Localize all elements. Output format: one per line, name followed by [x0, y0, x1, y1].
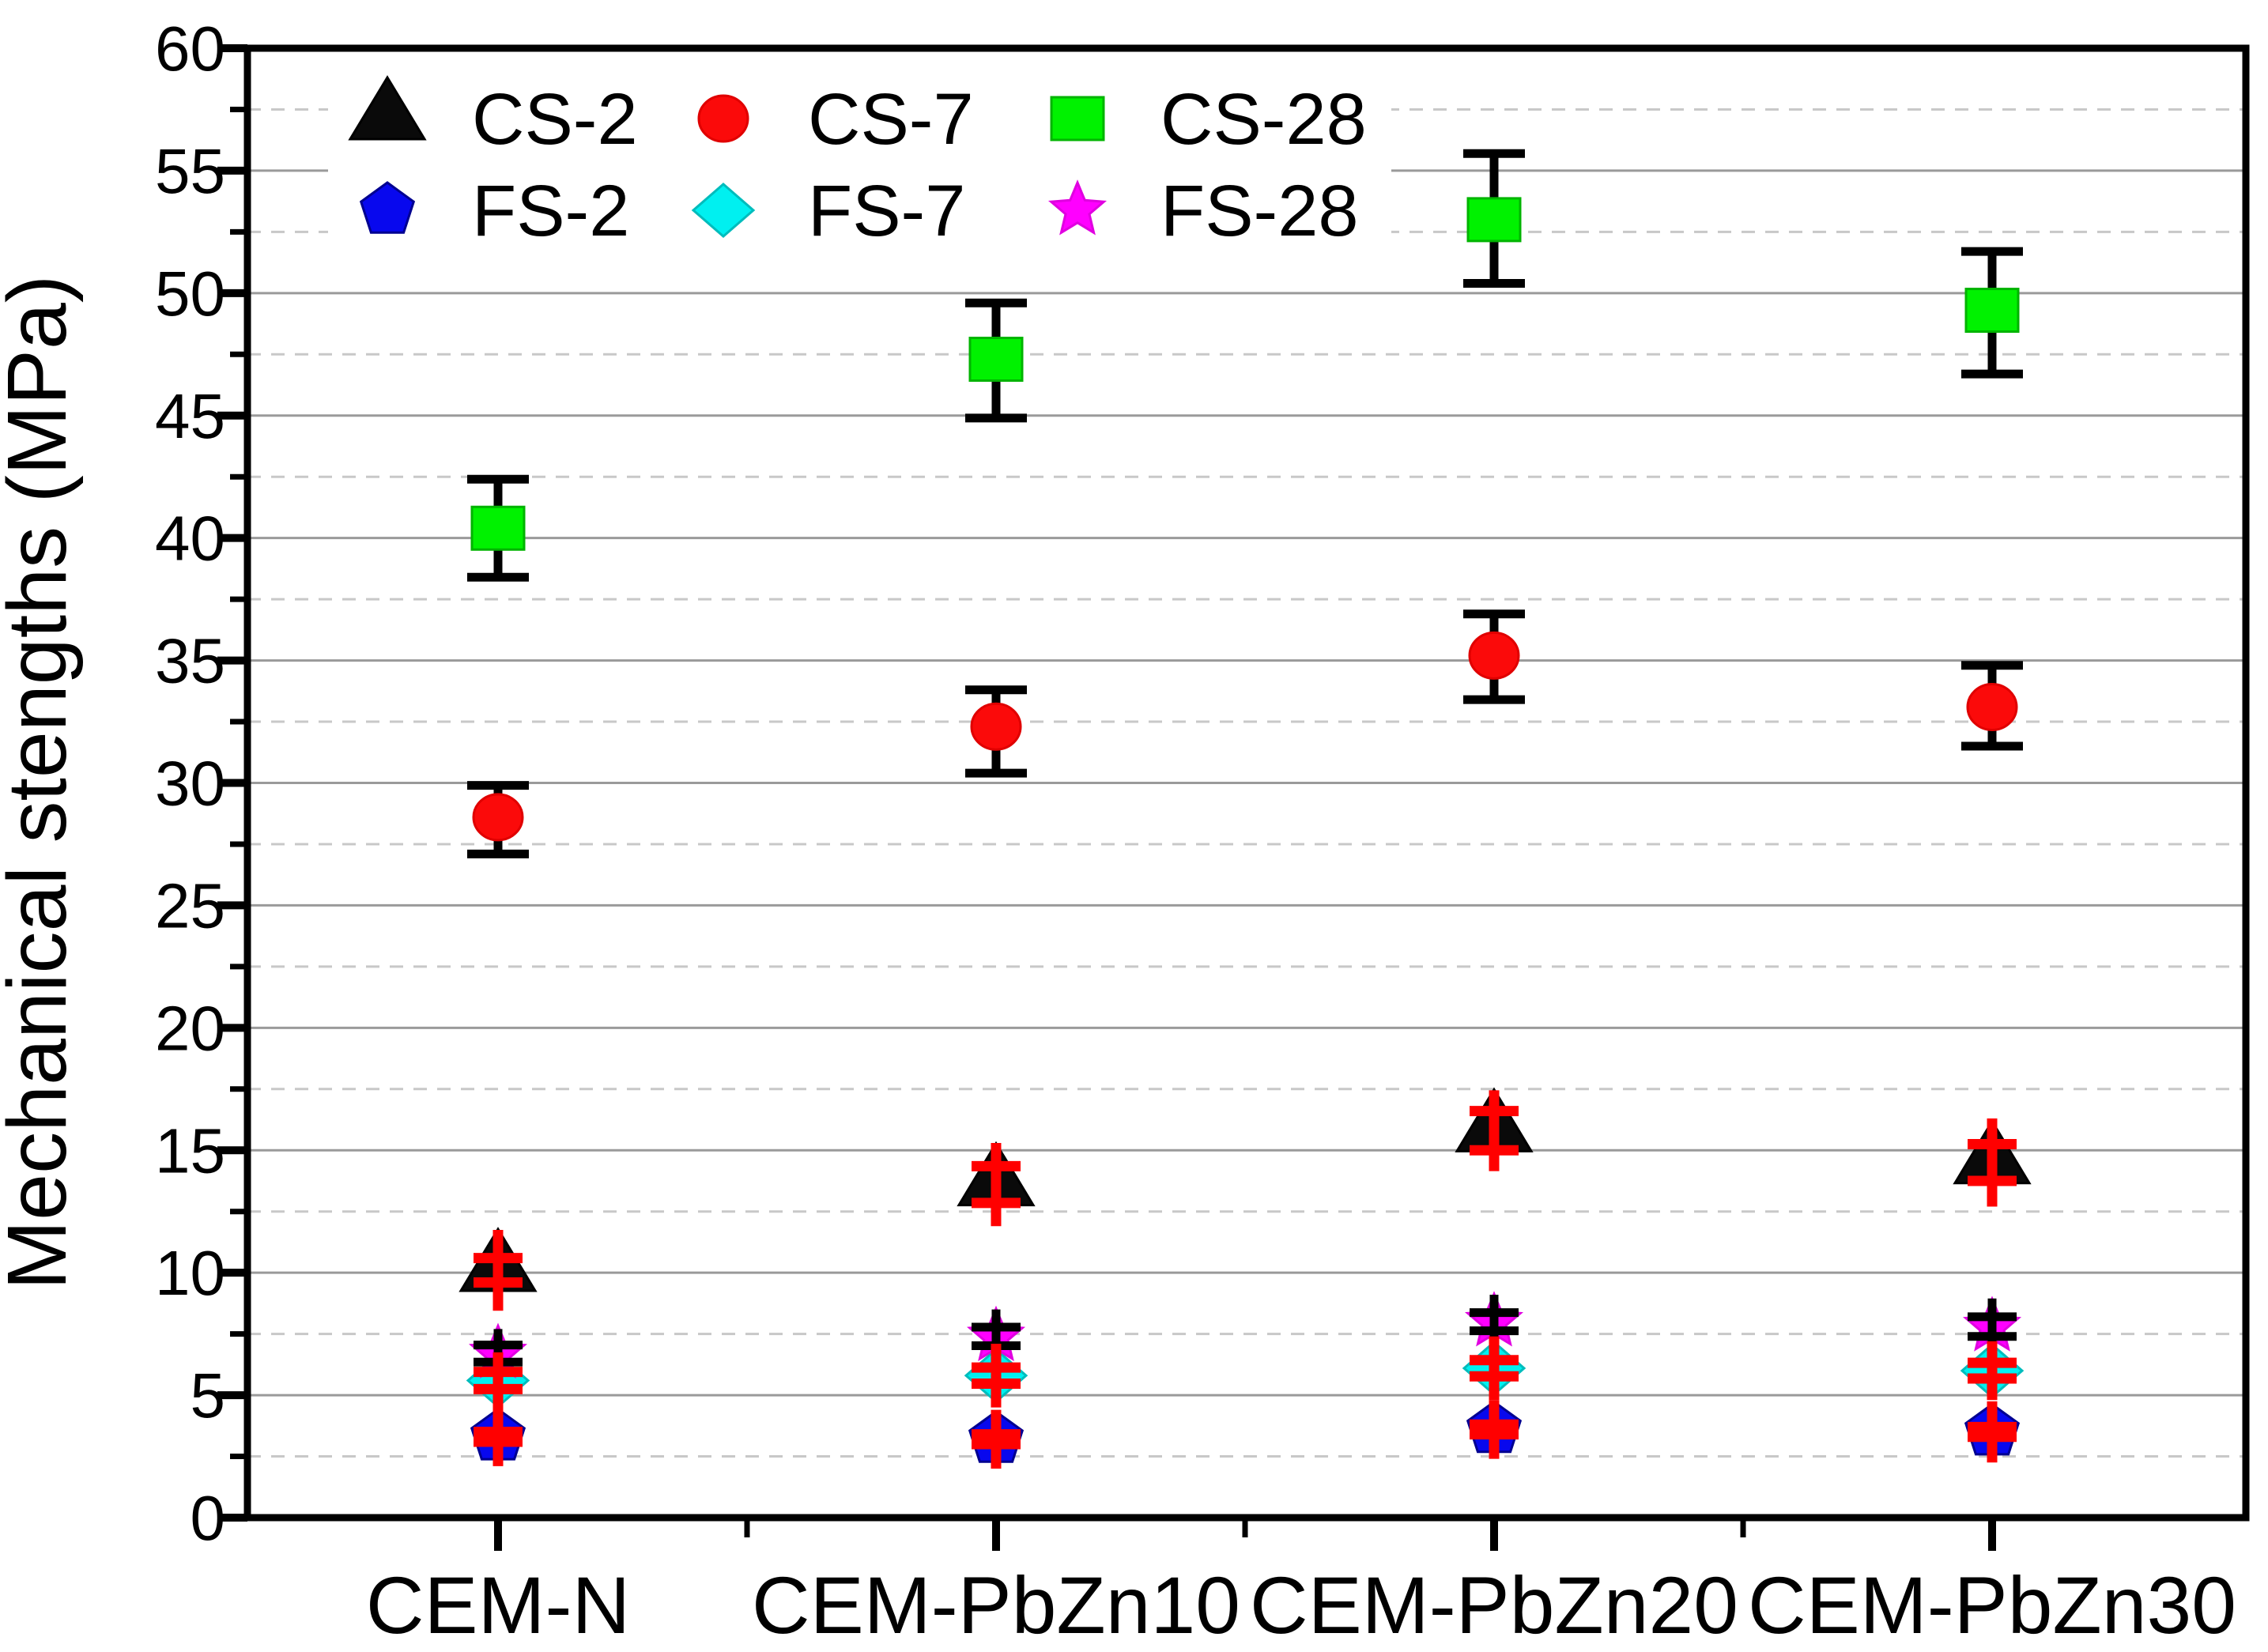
- data-series-layer: [459, 149, 2032, 1469]
- legend-item-fs-7: FS-7: [691, 171, 965, 251]
- legend-label: CS-2: [472, 79, 638, 160]
- x-category-label: CEM-PbZn30: [1748, 1560, 2236, 1650]
- series-cs-2-errorbars: [474, 1090, 2017, 1311]
- marker-circle: [697, 94, 749, 143]
- series-cs-2-markers: [459, 1087, 2032, 1292]
- x-category-label: CEM-PbZn20: [1250, 1560, 1738, 1650]
- legend-label: FS-2: [472, 171, 629, 251]
- marker-square: [1964, 288, 2020, 334]
- legend-item-cs-28: CS-28: [1050, 79, 1367, 160]
- y-tick-label: 55: [155, 136, 225, 206]
- legend-label: CS-7: [808, 79, 974, 160]
- marker-circle: [1966, 682, 2018, 731]
- legend-label: FS-28: [1160, 171, 1359, 251]
- series-fs-28-errorbars: [474, 1295, 2017, 1379]
- y-tick-label: 15: [155, 1115, 225, 1186]
- marker-square: [1466, 197, 1522, 243]
- marker-diamond: [691, 183, 756, 238]
- y-tick-label: 0: [191, 1483, 226, 1553]
- marker-star: [1047, 179, 1108, 236]
- y-tick-label: 50: [155, 258, 225, 329]
- error-bar-fs-7: [1470, 1336, 1519, 1401]
- legend-label: CS-28: [1160, 79, 1367, 160]
- series-cs-28: [467, 149, 2023, 582]
- grid-layer: [247, 107, 2246, 1458]
- legend-background: [328, 57, 1391, 255]
- y-tick-label: 25: [155, 870, 225, 941]
- y-tick-label: 60: [155, 13, 225, 84]
- marker-circle: [1468, 631, 1520, 680]
- series-fs-7-markers: [466, 1341, 2025, 1409]
- x-category-label: CEM-PbZn10: [752, 1560, 1240, 1650]
- y-tick-label: 5: [191, 1360, 226, 1431]
- marker-circle: [472, 793, 524, 842]
- marker-pentagon: [359, 181, 416, 234]
- y-tick-label: 30: [155, 749, 225, 819]
- legend-label: FS-7: [808, 171, 965, 251]
- series-fs-7-errorbars: [474, 1336, 2017, 1409]
- y-tick-label: 45: [155, 381, 225, 451]
- error-bar-cs-2: [972, 1142, 1021, 1227]
- error-bar-fs-7: [1968, 1341, 2017, 1401]
- y-axis-title: Mechanical stengths (MPa): [0, 275, 84, 1290]
- series-cs-7: [467, 609, 2023, 858]
- marker-triangle: [348, 75, 427, 141]
- legend-item-fs-28: FS-28: [1047, 171, 1359, 251]
- marker-circle: [970, 702, 1022, 751]
- error-bar-fs-2: [1470, 1400, 1519, 1459]
- series-fs-2-markers: [470, 1400, 2021, 1463]
- y-tick-label: 10: [155, 1238, 225, 1308]
- legend-item-cs-2: CS-2: [348, 75, 638, 160]
- error-bar-fs-2: [474, 1407, 523, 1466]
- error-bar-fs-7: [972, 1344, 1021, 1408]
- error-bar-cs-2: [474, 1229, 523, 1311]
- marker-square: [968, 336, 1024, 382]
- error-bar-fs-2: [1968, 1401, 2017, 1463]
- x-category-label: CEM-N: [366, 1560, 630, 1650]
- legend-item-cs-7: CS-7: [697, 79, 974, 160]
- marker-square: [470, 505, 526, 551]
- error-bar-fs-2: [972, 1409, 1021, 1469]
- error-bar-fs-7: [474, 1352, 523, 1409]
- y-tick-label: 35: [155, 626, 225, 696]
- legend-item-fs-2: FS-2: [359, 171, 629, 251]
- error-bar-cs-2: [1968, 1118, 2017, 1207]
- marker-square: [1050, 96, 1105, 141]
- error-bar-cs-2: [1470, 1090, 1519, 1171]
- legend: CS-2 CS-7 CS-28 FS-2 FS-7 FS-28: [328, 57, 1391, 255]
- y-tick-label: 20: [155, 993, 225, 1063]
- y-tick-label: 40: [155, 504, 225, 574]
- series-fs-2-errorbars: [474, 1400, 2017, 1469]
